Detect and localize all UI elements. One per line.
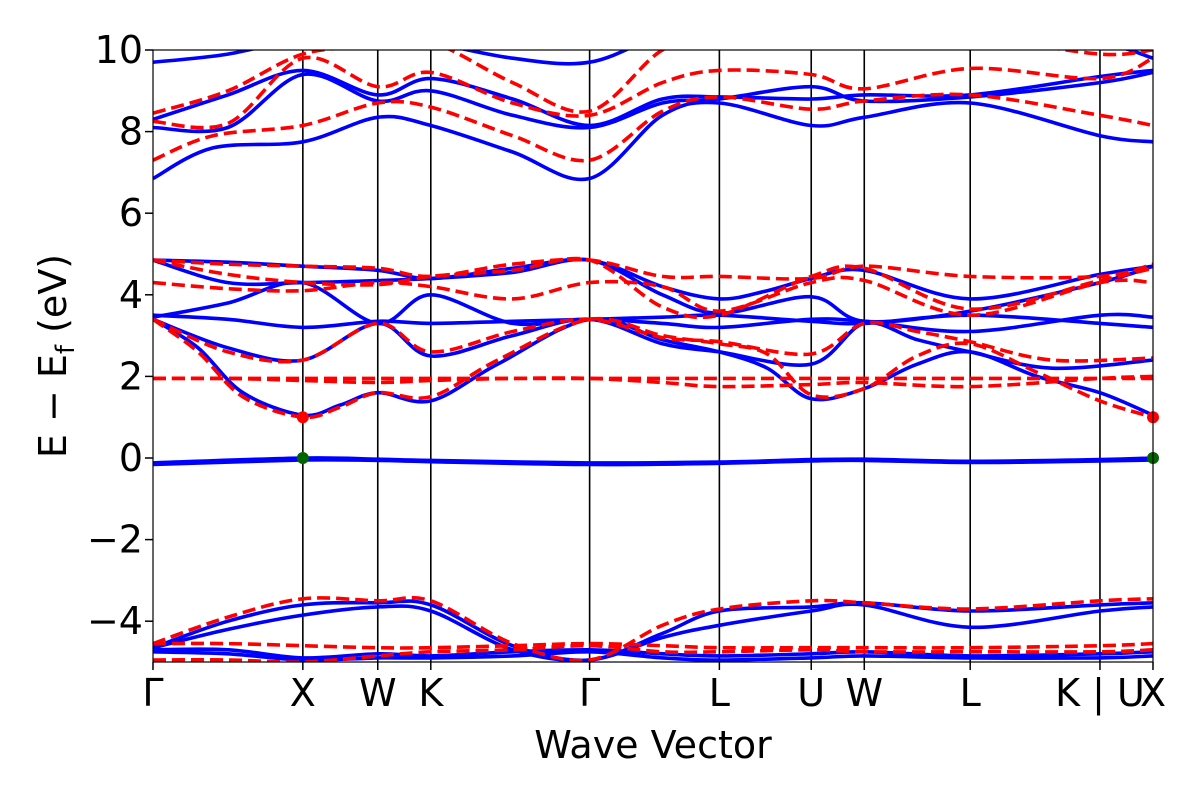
y-tick-label: 10: [95, 28, 143, 72]
x-tick-label: L: [960, 671, 981, 715]
band-line-solid: [153, 647, 1153, 660]
x-tick-label: X: [290, 671, 316, 715]
band-line-solid: [153, 100, 1153, 182]
y-tick-label: 8: [119, 110, 143, 154]
x-tick-label: K: [418, 671, 444, 715]
band-line-solid: [153, 68, 1153, 128]
y-axis-label-subscript: f: [51, 344, 81, 354]
cbm-marker: [296, 411, 309, 424]
band-line-solid: [153, 457, 1153, 467]
y-axis-label-unit: (eV): [31, 254, 75, 345]
y-tick-label: 0: [119, 436, 143, 480]
plot-frame: [152, 49, 1154, 663]
x-tick-label: K | U: [1055, 671, 1145, 716]
y-tick-label: 2: [119, 354, 143, 398]
y-tick-label: 6: [119, 191, 143, 235]
band-line-dashed: [153, 641, 1153, 650]
y-tick-label: −4: [87, 599, 143, 643]
band-line-dashed: [153, 50, 1153, 115]
band-line-solid: [153, 317, 1153, 371]
band-series: [153, 50, 1153, 662]
x-tick-label: X: [1140, 671, 1166, 715]
y-tick-label: 4: [119, 273, 143, 317]
x-tick-label: L: [709, 671, 730, 715]
band-line-dashed: [153, 55, 1153, 130]
y-axis-ticks: 10 8 6 4 2 0 −2 −4: [87, 28, 153, 643]
band-line-dashed: [153, 317, 1153, 364]
band-line-dashed: [153, 257, 1153, 281]
x-tick-label: W: [845, 671, 883, 715]
x-tick-label: Γ: [579, 671, 600, 715]
band-line-dashed: [153, 256, 1153, 320]
x-tick-label: U: [797, 671, 825, 715]
x-axis-label: Wave Vector: [534, 723, 772, 767]
band-line-dashed: [153, 374, 1153, 389]
band-line-dashed: [153, 275, 1153, 318]
y-axis-label-main: E − E: [31, 354, 75, 458]
band-line-dashed: [153, 92, 1153, 163]
x-tick-label: Γ: [142, 671, 163, 715]
y-axis-label: E − Ef (eV): [31, 254, 81, 458]
band-line-solid: [153, 70, 1153, 134]
y-tick-label: −2: [87, 518, 143, 562]
x-tick-label: W: [359, 671, 397, 715]
vbm-marker: [296, 452, 309, 464]
band-line-solid: [153, 257, 1153, 324]
